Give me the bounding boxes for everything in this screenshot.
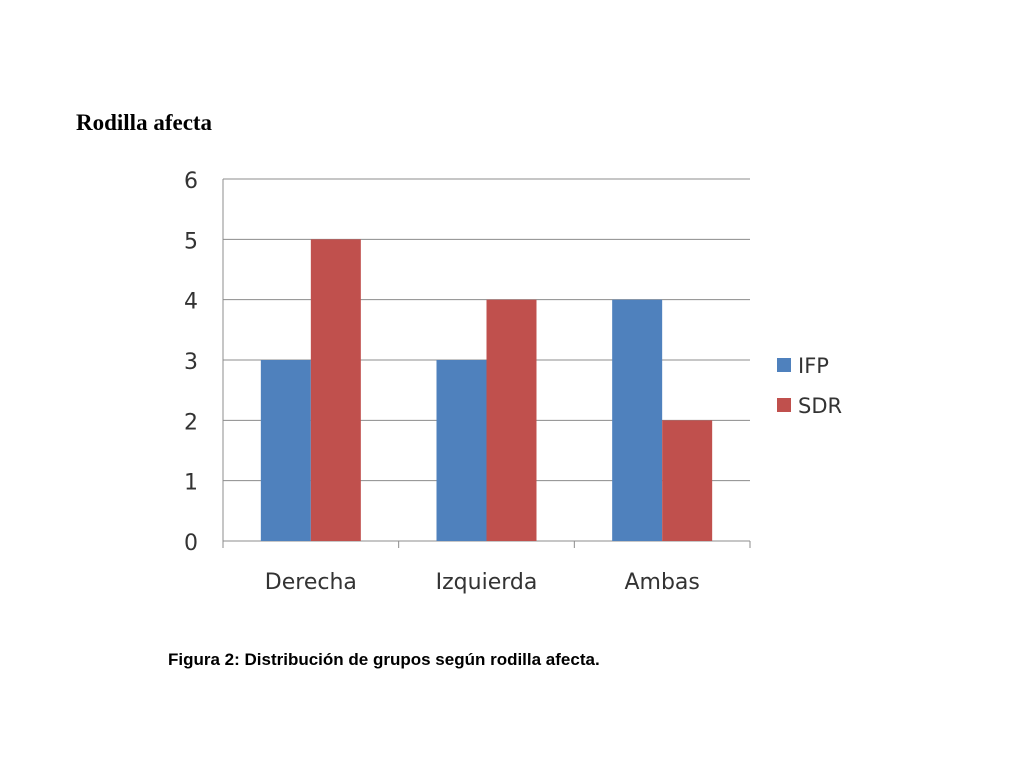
x-category-label: Derecha — [265, 570, 357, 595]
legend-swatch-sdr — [777, 398, 791, 412]
x-category-label: Izquierda — [436, 570, 538, 595]
y-tick-label: 2 — [184, 410, 198, 435]
y-tick-label: 5 — [184, 229, 198, 254]
y-tick-label: 3 — [184, 350, 198, 375]
y-tick-label: 1 — [184, 471, 198, 496]
bar-sdr-derecha — [310, 239, 361, 542]
legend-swatch-ifp — [777, 358, 791, 372]
bar-ifp-derecha — [260, 360, 311, 541]
y-tick-label: 6 — [184, 169, 198, 194]
bar-sdr-ambas — [662, 420, 713, 541]
bar-ifp-ambas — [612, 299, 663, 541]
y-tick-labels: 0 1 2 3 4 5 6 — [184, 169, 198, 556]
legend-label-ifp: IFP — [798, 354, 829, 378]
legend: IFP SDR — [777, 354, 842, 418]
legend-label-sdr: SDR — [798, 394, 842, 418]
x-category-label: Ambas — [624, 570, 699, 595]
chart-heading: Rodilla afecta — [76, 110, 213, 135]
category-labels: Derecha Izquierda Ambas — [265, 570, 700, 595]
y-tick-label: 0 — [184, 531, 198, 556]
bar-sdr-izquierda — [486, 299, 537, 541]
figure-caption: Figura 2: Distribución de grupos según r… — [168, 650, 600, 669]
bar-ifp-izquierda — [436, 360, 487, 541]
bars — [260, 239, 713, 542]
y-tick-label: 4 — [184, 290, 198, 315]
